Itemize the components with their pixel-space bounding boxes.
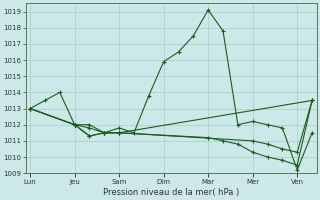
X-axis label: Pression niveau de la mer( hPa ): Pression niveau de la mer( hPa ) (103, 188, 239, 197)
